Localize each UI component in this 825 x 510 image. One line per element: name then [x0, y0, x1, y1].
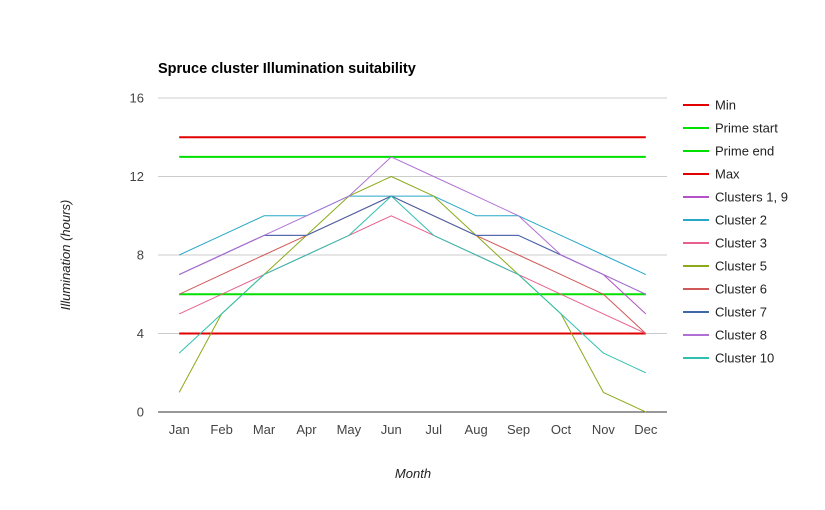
y-axis-title: Illumination (hours) [58, 200, 73, 311]
legend-label: Cluster 2 [715, 213, 767, 228]
legend-label: Clusters 1, 9 [715, 190, 788, 205]
y-tick-label: 4 [137, 326, 144, 341]
x-tick-label: Feb [210, 422, 232, 437]
series-lines [178, 136, 647, 413]
legend-label: Max [715, 167, 740, 182]
x-tick-label: May [337, 422, 362, 437]
legend-label: Prime end [715, 144, 774, 159]
x-tick-label: Oct [551, 422, 572, 437]
x-tick-label: Aug [465, 422, 488, 437]
x-tick-label: Mar [253, 422, 276, 437]
legend-label: Cluster 3 [715, 236, 767, 251]
x-axis-title: Month [395, 466, 431, 481]
y-axis-ticks: 0 4 8 12 16 [130, 91, 144, 420]
legend-label: Min [715, 98, 736, 113]
y-tick-label: 0 [137, 405, 144, 420]
chart-title: Spruce cluster Illumination suitability [158, 61, 416, 77]
x-tick-label: Jun [381, 422, 402, 437]
legend-label: Cluster 8 [715, 328, 767, 343]
x-tick-label: Dec [634, 422, 658, 437]
series-line [178, 215, 647, 334]
x-tick-label: Jul [425, 422, 442, 437]
legend-label: Prime start [715, 121, 778, 136]
legend-label: Cluster 7 [715, 305, 767, 320]
x-tick-label: Apr [296, 422, 317, 437]
y-tick-label: 8 [137, 248, 144, 263]
gridlines [158, 97, 667, 413]
y-tick-label: 16 [130, 91, 144, 106]
y-tick-label: 12 [130, 169, 144, 184]
series-line [178, 195, 647, 276]
x-tick-label: Sep [507, 422, 530, 437]
series-line [178, 195, 647, 334]
legend: Min Prime start Prime end Max Clusters 1, 9 C… [683, 98, 788, 366]
x-axis-ticks: Jan Feb Mar Apr May Jun Jul Aug Sep Oct Nov Dec [169, 422, 658, 437]
legend-label: Cluster 5 [715, 259, 767, 274]
x-tick-label: Nov [592, 422, 616, 437]
series-line [178, 156, 647, 295]
x-tick-label: Jan [169, 422, 190, 437]
legend-label: Cluster 10 [715, 351, 774, 366]
series-line [178, 195, 647, 295]
legend-label: Cluster 6 [715, 282, 767, 297]
series-line [178, 195, 647, 374]
